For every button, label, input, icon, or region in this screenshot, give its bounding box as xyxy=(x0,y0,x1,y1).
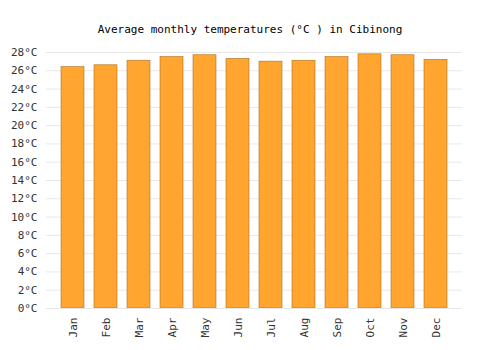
svg-text:Dec: Dec xyxy=(430,318,443,338)
svg-text:10°C: 10°C xyxy=(11,211,38,224)
svg-text:4°C: 4°C xyxy=(18,265,38,278)
svg-text:24°C: 24°C xyxy=(11,83,38,96)
svg-text:28°C: 28°C xyxy=(11,46,38,59)
svg-text:Apr: Apr xyxy=(166,317,179,337)
svg-text:Jan: Jan xyxy=(67,318,80,338)
svg-text:2°C: 2°C xyxy=(18,284,38,297)
svg-text:0°C: 0°C xyxy=(18,302,38,315)
svg-text:26°C: 26°C xyxy=(11,64,38,77)
svg-text:Mar: Mar xyxy=(133,317,146,337)
svg-text:18°C: 18°C xyxy=(11,137,38,150)
svg-text:Feb: Feb xyxy=(100,318,113,338)
svg-text:6°C: 6°C xyxy=(18,247,38,260)
svg-text:22°C: 22°C xyxy=(11,101,38,114)
svg-text:16°C: 16°C xyxy=(11,156,38,169)
svg-text:Jun: Jun xyxy=(232,318,245,338)
svg-text:20°C: 20°C xyxy=(11,119,38,132)
svg-text:Nov: Nov xyxy=(397,317,410,337)
svg-text:Jul: Jul xyxy=(265,318,278,338)
svg-text:14°C: 14°C xyxy=(11,174,38,187)
svg-text:Oct: Oct xyxy=(364,318,377,338)
html-text:Average monthly temperatures (: Average monthly temperatures (°C ) in Ci… xyxy=(97,23,403,36)
svg-text:May: May xyxy=(199,317,212,337)
svg-text:12°C: 12°C xyxy=(11,192,38,205)
svg-text:Aug: Aug xyxy=(298,318,311,338)
svg-text:8°C: 8°C xyxy=(18,229,38,242)
svg-text:Sep: Sep xyxy=(331,318,344,338)
